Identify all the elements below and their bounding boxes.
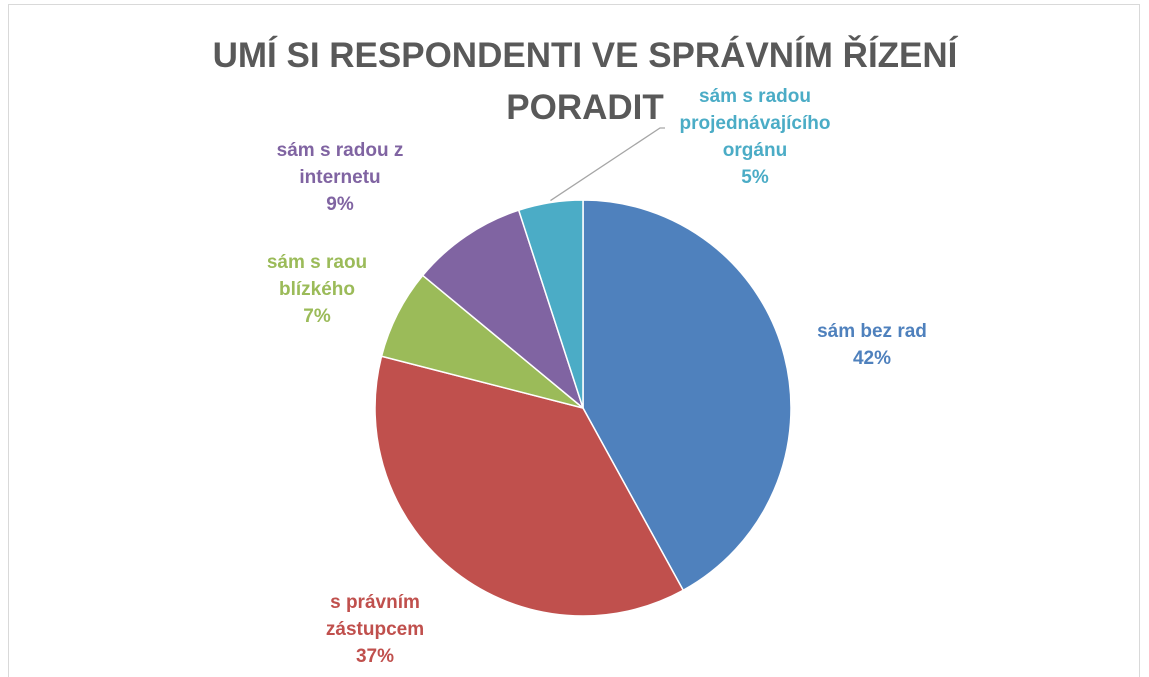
pie-slice bbox=[421, 209, 585, 411]
value-label: 7% bbox=[303, 306, 331, 327]
value-label: 5% bbox=[741, 167, 769, 188]
slice-label: sám bez rad bbox=[817, 321, 927, 342]
slice-label: s právním zástupcem bbox=[325, 592, 425, 640]
pie-slice bbox=[517, 199, 584, 409]
chart-title: UMÍ SI RESPONDENTI VE SPRÁVNÍM ŘÍZENÍ PO… bbox=[212, 36, 958, 127]
slice-label: sám s radou z internetu bbox=[276, 140, 404, 188]
leader-line bbox=[550, 127, 665, 202]
value-label: 9% bbox=[326, 194, 354, 215]
slice-label: sám s radou projednávajícího orgánu bbox=[679, 86, 831, 161]
slice-label: sám s raou blízkého bbox=[266, 252, 368, 300]
value-label: 42% bbox=[852, 348, 892, 369]
pie-slice bbox=[582, 199, 792, 592]
chart-frame bbox=[8, 4, 1140, 677]
value-label: 37% bbox=[355, 646, 395, 667]
pie-slice bbox=[374, 355, 685, 617]
